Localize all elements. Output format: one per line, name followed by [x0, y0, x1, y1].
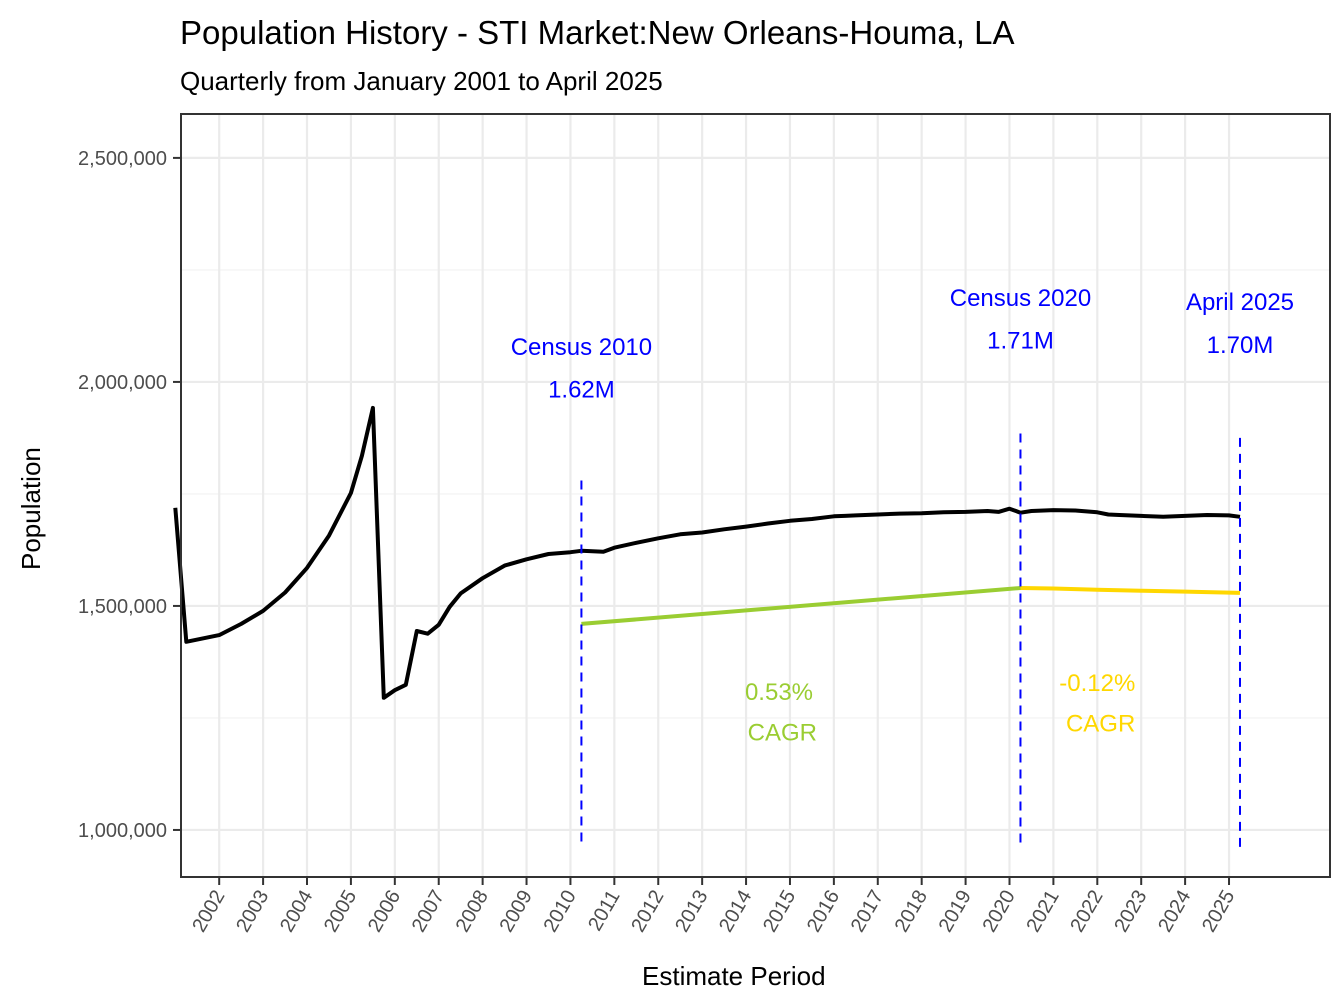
- annotation-april-2025-line-1: 1.70M: [1207, 332, 1274, 359]
- y-tick-label: 1,000,000: [78, 820, 167, 842]
- chart-title: Population History - STI Market:New Orle…: [180, 14, 1014, 51]
- grid-minor: [181, 269, 1330, 719]
- annotation-cagr-2020-2025-line-0: -0.12%: [1059, 670, 1135, 697]
- annotation-census-2020-line-1: 1.71M: [987, 327, 1054, 354]
- x-axis-title: Estimate Period: [642, 961, 826, 991]
- y-axis: 1,000,000 1,500,000 2,000,000 2,500,000: [78, 148, 181, 842]
- series-layer: [173, 405, 1241, 700]
- annotation-layer: Census 2010 1.62M Census 2020 1.71M April 20…: [511, 285, 1294, 747]
- y-tick-label: 1,500,000: [78, 596, 167, 618]
- population-line: [173, 405, 1241, 700]
- x-axis: 2002 2003 2004 2005 2006 2007 2008 2009 2010 2011…: [188, 877, 1239, 936]
- y-tick-label: 2,500,000: [78, 148, 167, 170]
- y-tick-label: 2,000,000: [78, 372, 167, 394]
- y-axis-title: Population: [16, 447, 46, 570]
- chart-subtitle: Quarterly from January 2001 to April 202…: [180, 66, 663, 96]
- cagr-line-2010-2020: [581, 586, 1021, 626]
- annotation-census-2010-line-1: 1.62M: [548, 377, 615, 404]
- annotation-census-2010-line-0: Census 2010: [511, 334, 652, 361]
- annotation-cagr-2010-2020-line-0: 0.53%: [745, 679, 813, 706]
- annotation-census-2020-line-0: Census 2020: [950, 285, 1091, 312]
- annotation-cagr-2010-2020-line-1: CAGR: [741, 719, 817, 746]
- cagr-line-2020-2025: [1020, 586, 1241, 595]
- panel-border: [180, 113, 1331, 878]
- vline-layer: [580, 433, 1241, 848]
- grid-major: [181, 114, 1330, 877]
- annotation-cagr-2020-2025-line-1: CAGR: [1059, 710, 1135, 737]
- annotation-april-2025-line-0: April 2025: [1186, 289, 1294, 316]
